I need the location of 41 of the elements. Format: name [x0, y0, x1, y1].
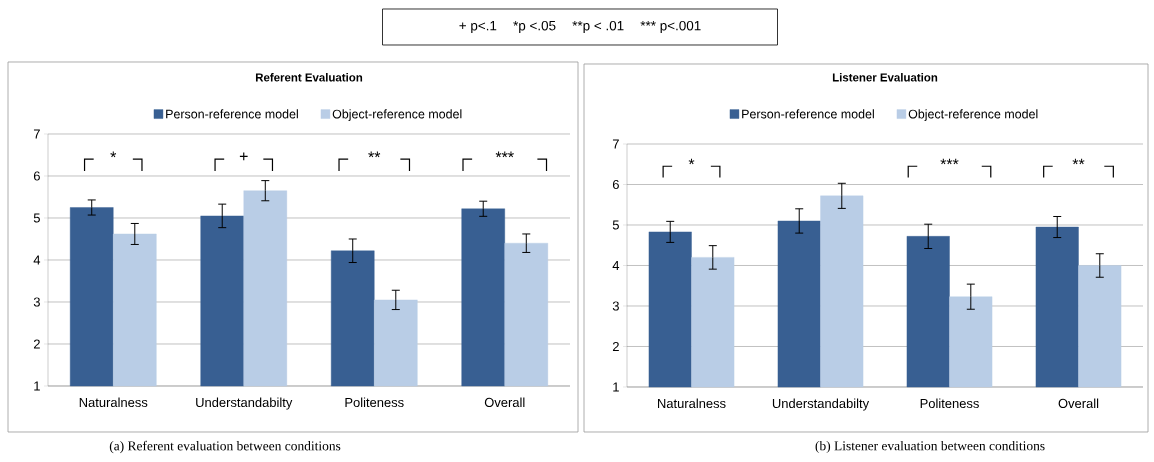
- y-tick-label: 2: [612, 341, 619, 352]
- x-tick-label: Understandabilty: [196, 397, 293, 410]
- x-tick-label: Naturalness: [79, 397, 148, 408]
- y-tick-label: 7: [33, 129, 40, 139]
- text: **p < .01: [572, 20, 624, 34]
- annotation: ***: [495, 151, 514, 158]
- chart-title: Referent Evaluation: [255, 73, 363, 82]
- text: (a) Referent evaluation between conditions: [109, 440, 341, 454]
- y-tick-label: 6: [612, 179, 619, 190]
- y-tick-label: 3: [33, 297, 40, 307]
- annotation: *: [110, 151, 117, 158]
- legend-label: Person-reference model: [742, 109, 874, 119]
- x-tick-label: Overall: [484, 397, 525, 408]
- y-tick-label: 7: [612, 139, 619, 149]
- annotation: **: [368, 151, 381, 158]
- text: (b) Listener evaluation between conditions: [815, 440, 1045, 454]
- y-tick-label: 5: [33, 213, 40, 223]
- y-tick-label: 2: [33, 339, 40, 349]
- annotation: +: [239, 152, 248, 161]
- legend-label: Person-reference model: [166, 109, 298, 119]
- x-tick-label: Overall: [1058, 398, 1099, 409]
- y-tick-label: 1: [613, 382, 619, 392]
- x-tick-label: Politeness: [920, 398, 979, 409]
- y-tick-label: 1: [34, 381, 40, 391]
- x-tick-label: Understandabilty: [772, 398, 870, 411]
- text: *** p<.001: [640, 20, 701, 34]
- annotation: **: [1072, 158, 1085, 165]
- annotation: ***: [940, 158, 959, 165]
- y-tick-label: 3: [612, 301, 619, 311]
- legend-label: Object-reference model: [908, 109, 1038, 121]
- x-tick-label: Naturalness: [658, 398, 726, 409]
- text: *p <.05: [513, 20, 556, 34]
- annotation: *: [688, 158, 695, 165]
- chart-title: Listener Evaluation: [832, 73, 938, 82]
- text: + p<.1: [459, 21, 497, 34]
- y-tick-label: 4: [33, 255, 41, 265]
- x-tick-label: Politeness: [345, 397, 404, 408]
- y-tick-label: 5: [612, 220, 619, 230]
- y-tick-label: 4: [612, 261, 620, 270]
- y-tick-label: 6: [33, 171, 40, 181]
- legend-label: Object-reference model: [332, 109, 462, 121]
